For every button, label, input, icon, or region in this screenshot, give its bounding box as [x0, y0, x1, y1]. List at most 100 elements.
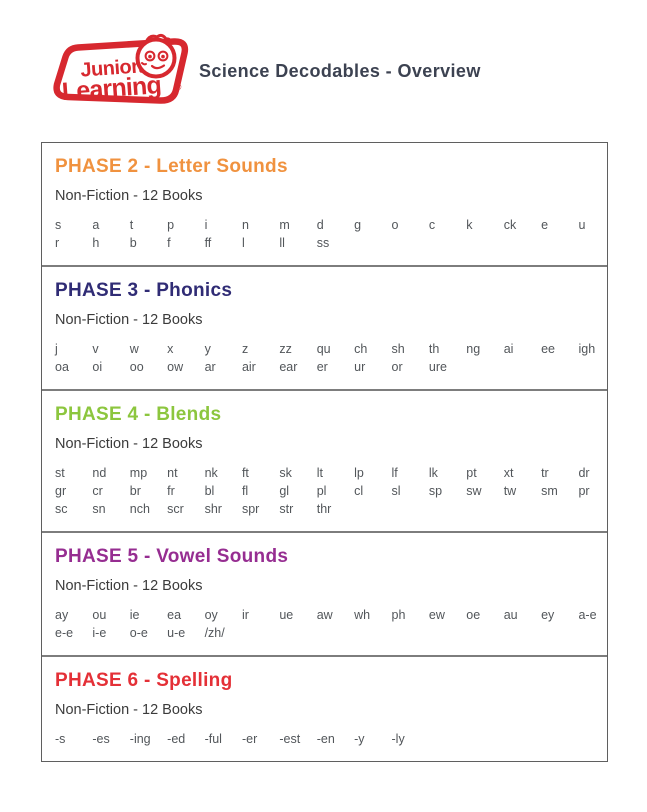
sound-cell: o-e [129, 626, 148, 640]
sound-cell: pt [466, 466, 477, 480]
sound-cell: ss [316, 236, 330, 250]
registered-mark: ® [174, 82, 182, 92]
sound-cell: cr [92, 484, 103, 498]
sound-cell: ie [129, 608, 140, 622]
sound-cell: ar [204, 360, 216, 374]
sound-cell: ou [92, 608, 107, 622]
sound-cell: pl [316, 484, 327, 498]
sound-cell: ear [279, 360, 298, 374]
sound-cell: sh [391, 342, 405, 356]
sound-row: e-e i-e o-e u-e/zh/ [55, 624, 597, 642]
sound-cell: t [129, 218, 134, 232]
sound-row: ay ou ie ea oy ir ue aw wh ph ew oe au ey a-e [55, 606, 597, 624]
phase-title: PHASE 4 - Blends [55, 404, 222, 425]
sound-cell: lt [316, 466, 323, 480]
sound-cell: gl [279, 484, 290, 498]
sound-cell: -es [92, 732, 110, 746]
sound-cell: aw [316, 608, 333, 622]
sound-cell: au [503, 608, 518, 622]
sound-cell: oe [466, 608, 481, 622]
sound-cell: sc [55, 502, 68, 516]
sound-cell: th [428, 342, 440, 356]
sound-cell: fl [241, 484, 249, 498]
sound-cell: /zh/ [204, 626, 225, 640]
sound-cell: br [129, 484, 141, 498]
sound-cell: p [167, 218, 175, 232]
sound-cell: pr [578, 484, 590, 498]
junior-learning-logo-graphic: Junior Learning ® [53, 33, 189, 106]
sound-cell: u [578, 218, 586, 232]
sound-cell: ay [55, 608, 69, 622]
sound-cell: -ing [129, 732, 151, 746]
sound-cell: tr [541, 466, 549, 480]
sound-cell: y [204, 342, 211, 356]
sound-cell: ure [428, 360, 447, 374]
sound-cell: x [167, 342, 174, 356]
sound-cell: tw [503, 484, 517, 498]
sound-row: sc sn nch scr shr spr str thr [55, 500, 597, 518]
phase-section: PHASE 2 - Letter Sounds Non-Fiction - 12… [42, 143, 607, 265]
phase-section: PHASE 3 - Phonics Non-Fiction - 12 Books… [42, 265, 607, 389]
sound-cell: dr [578, 466, 590, 480]
sound-row: gr cr br fr bl fl gl pl cl sl sp sw tw sm pr [55, 482, 597, 500]
phase-section: PHASE 6 - Spelling Non-Fiction - 12 Book… [42, 655, 607, 761]
sound-cell: sk [279, 466, 292, 480]
phase-subtitle: Non-Fiction - 12 Books [55, 188, 203, 204]
sound-row: j v w x y z zz qu ch sh th ng ai ee igh [55, 340, 597, 358]
sound-cell: oy [204, 608, 218, 622]
sound-cell: fr [167, 484, 175, 498]
sound-cell: n [241, 218, 249, 232]
sound-row: -s -es -ing -ed -ful -er -est -en -y -ly [55, 730, 597, 748]
page-title: Science Decodables - Overview [199, 61, 481, 81]
sound-cell: i [204, 218, 208, 232]
sound-cell: ft [241, 466, 249, 480]
sound-cell: r [55, 236, 60, 250]
sound-cell: er [316, 360, 328, 374]
phase-title: PHASE 5 - Vowel Sounds [55, 546, 289, 567]
sound-cell: v [92, 342, 99, 356]
sound-cell: m [279, 218, 290, 232]
sound-cell: thr [316, 502, 332, 516]
sound-cell: zz [279, 342, 292, 356]
sound-cell: nt [167, 466, 178, 480]
sound-cell: str [279, 502, 294, 516]
sound-cell: i-e [92, 626, 107, 640]
sound-cell: oo [129, 360, 144, 374]
sound-cell: ur [354, 360, 366, 374]
sound-cell: sw [466, 484, 482, 498]
sound-grid: -s -es -ing -ed -ful -er -est -en -y -ly [55, 730, 597, 748]
sound-cell: cl [354, 484, 364, 498]
sound-cell: a-e [578, 608, 597, 622]
sound-cell: d [316, 218, 324, 232]
phase-section: PHASE 5 - Vowel Sounds Non-Fiction - 12 … [42, 531, 607, 655]
sound-grid: ay ou ie ea oy ir ue aw wh ph ew oe au ey a-e e-e i-e o-e… [55, 606, 597, 642]
sound-cell: or [391, 360, 403, 374]
sound-cell: e-e [55, 626, 74, 640]
sound-cell: spr [241, 502, 260, 516]
sound-cell: nch [129, 502, 150, 516]
sound-cell: lk [428, 466, 438, 480]
sound-row: s a t p i n m d g o c k ck e u [55, 216, 597, 234]
sound-grid: s a t p i n m d g o c k ck e u r h b f ff l ll ss [55, 216, 597, 252]
sound-cell: o [391, 218, 399, 232]
sound-cell: ir [241, 608, 249, 622]
sound-cell: ck [503, 218, 517, 232]
sound-cell: mp [129, 466, 148, 480]
mascot-face-icon [135, 33, 177, 79]
sound-cell: -est [279, 732, 301, 746]
sound-cell: scr [167, 502, 184, 516]
phase-subtitle: Non-Fiction - 12 Books [55, 312, 203, 328]
sound-cell: -ly [391, 732, 405, 746]
sound-cell: -ful [204, 732, 222, 746]
sound-cell: j [55, 342, 58, 356]
sound-cell: ph [391, 608, 406, 622]
sound-cell: oi [92, 360, 103, 374]
phase-overview-table: PHASE 2 - Letter Sounds Non-Fiction - 12… [41, 142, 608, 762]
sound-cell: ow [167, 360, 184, 374]
sound-cell: sm [541, 484, 558, 498]
sound-cell: g [354, 218, 362, 232]
sound-cell: nk [204, 466, 218, 480]
sound-cell: lp [354, 466, 364, 480]
sound-cell: -y [354, 732, 365, 746]
phase-section: PHASE 4 - Blends Non-Fiction - 12 Books … [42, 389, 607, 531]
